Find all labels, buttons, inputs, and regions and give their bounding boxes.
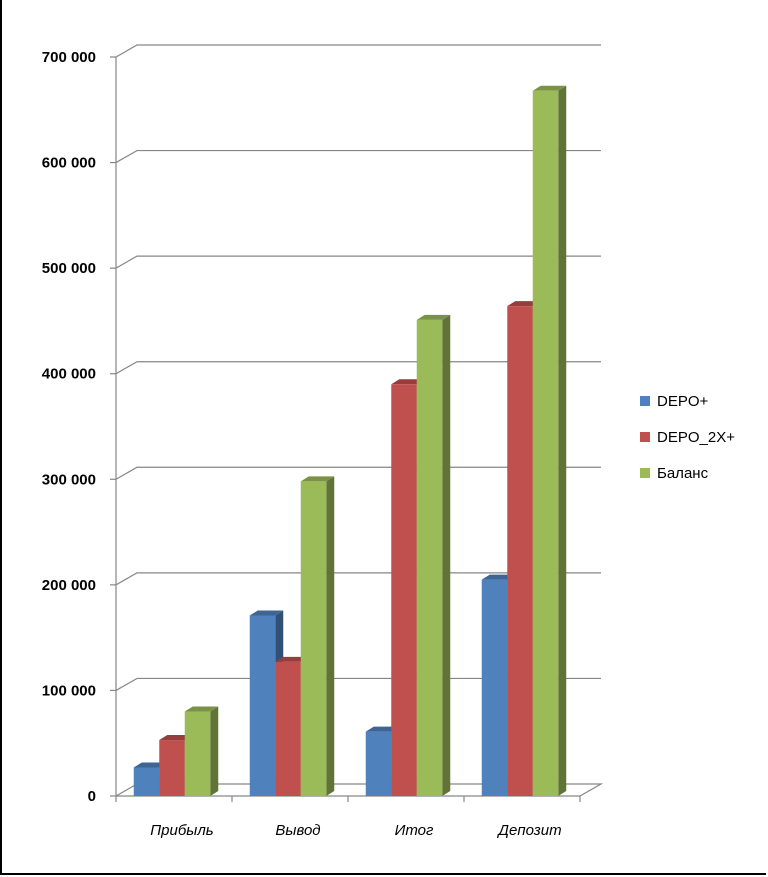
legend-label: Баланс [657, 465, 709, 482]
bar-top [184, 706, 219, 712]
bar-top [416, 314, 451, 320]
x-tick-label: Депозит [496, 822, 561, 839]
bar-front [416, 319, 443, 796]
legend-swatch [640, 468, 650, 478]
bar [184, 706, 219, 796]
x-axis-ticks: Прибыль Вывод Итог Депозит [150, 822, 561, 839]
bar-top [507, 301, 541, 307]
y-tick-label: 300 000 [42, 471, 96, 488]
y-axis-ticks: 0 100 000 200 000 300 000 400 000 500 000 600 … [42, 49, 96, 805]
bar [416, 314, 451, 796]
legend-item: DEPO+ [640, 393, 709, 410]
bar-front [391, 384, 417, 796]
y-tick-label: 0 [88, 788, 96, 805]
gridline [115, 44, 601, 58]
x-tick-label: Вывод [275, 822, 320, 839]
bar-front [481, 579, 508, 796]
legend-swatch [640, 396, 650, 406]
bars [133, 85, 567, 797]
y-tick-label: 700 000 [42, 49, 96, 66]
bar-front [365, 731, 392, 796]
y-tick-label: 400 000 [42, 366, 96, 383]
bar-side [210, 706, 219, 796]
y-tick-label: 200 000 [42, 577, 96, 594]
legend-item: DEPO_2X+ [640, 429, 735, 446]
bar-side [442, 314, 451, 796]
bar-top [133, 762, 168, 768]
bar-front [300, 481, 327, 796]
bar-top [275, 656, 309, 662]
bar-top [481, 574, 516, 580]
bar-top [391, 379, 425, 385]
bar-front [184, 711, 211, 796]
bar-front [532, 90, 559, 797]
bar-front [133, 767, 160, 796]
bar-top [365, 726, 400, 732]
x-tick-label: Прибыль [150, 822, 213, 839]
bar [532, 85, 567, 797]
bar-front [507, 306, 533, 796]
y-tick-label: 500 000 [42, 260, 96, 277]
bar-front [249, 615, 276, 796]
bar-front [275, 661, 301, 796]
legend-item: Баланс [640, 465, 709, 482]
bar-top [159, 735, 193, 741]
gridline [115, 149, 601, 164]
bar-side [558, 85, 567, 797]
legend: DEPO+ DEPO_2X+ Баланс [640, 393, 735, 482]
bar-top [249, 610, 284, 616]
x-tick-label: Итог [395, 822, 434, 839]
y-tick-label: 100 000 [42, 682, 96, 699]
gridline [115, 255, 601, 269]
y-tick-label: 600 000 [42, 155, 96, 172]
legend-swatch [640, 432, 650, 442]
bar-top [532, 85, 567, 91]
bar [300, 476, 335, 796]
bar-front [159, 740, 185, 796]
legend-label: DEPO+ [657, 393, 709, 410]
legend-label: DEPO_2X+ [657, 429, 735, 446]
bar-side [326, 476, 335, 796]
bar-top [300, 476, 335, 482]
